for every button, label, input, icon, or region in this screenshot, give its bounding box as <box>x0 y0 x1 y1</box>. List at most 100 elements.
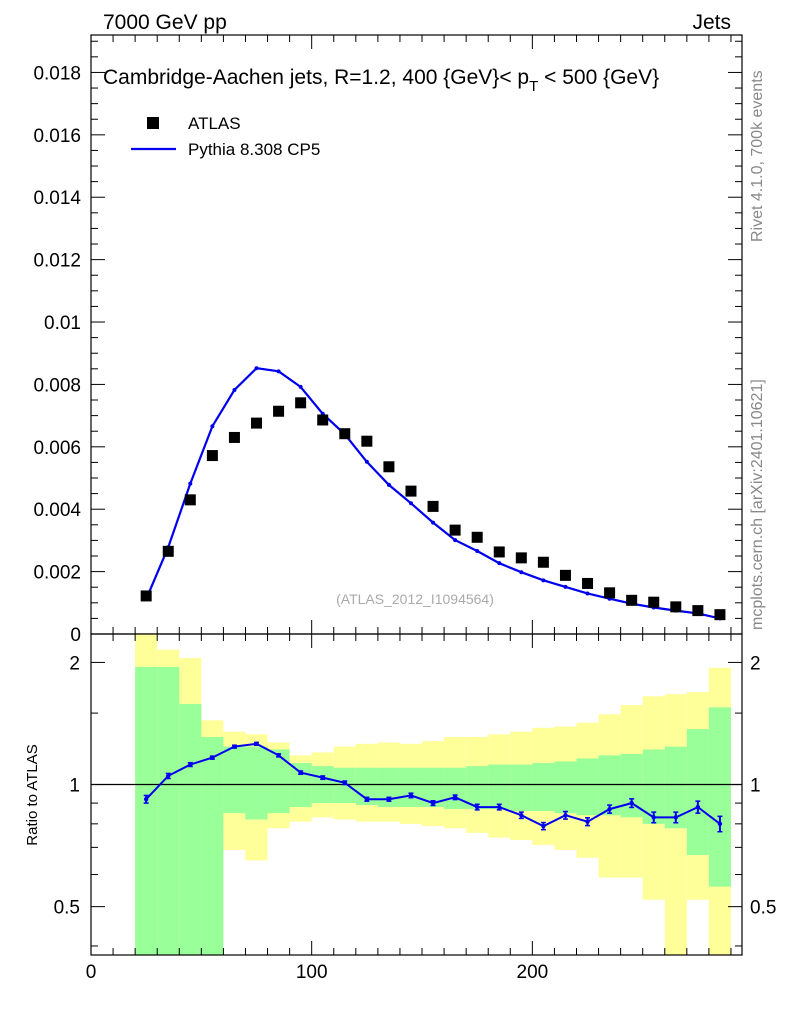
pythia-point <box>408 501 413 506</box>
ratio-y-tick-labels: 0.5 0.5 1 1 2 2 <box>54 653 777 918</box>
main-axis-ticks <box>90 35 742 635</box>
atlas-data-marker <box>317 414 329 426</box>
ratio-point <box>276 753 281 758</box>
main-y-tick-label: 0.002 <box>33 563 81 584</box>
atlas-data-marker <box>714 609 726 621</box>
ratio-inner-band-bin <box>422 767 445 808</box>
ratio-point <box>695 804 701 810</box>
atlas-data-marker <box>582 577 594 589</box>
pythia-point <box>232 388 237 393</box>
pythia-point <box>541 578 546 583</box>
ratio-point <box>386 797 392 802</box>
ratio-point <box>342 780 347 785</box>
atlas-data-marker <box>648 596 660 608</box>
atlas-data-marker <box>383 461 395 473</box>
ratio-inner-band-bin <box>554 761 577 814</box>
ratio-inner-band-bin <box>223 746 246 814</box>
ratio-point <box>673 815 678 820</box>
pythia-point <box>519 570 524 575</box>
ratio-inner-band-bin <box>598 755 621 816</box>
atlas-data-marker <box>140 590 152 602</box>
atlas-data-marker <box>162 545 174 557</box>
atlas-data-marker <box>295 397 307 409</box>
ratio-inner-band-bin <box>488 764 511 810</box>
pythia-point <box>364 459 369 464</box>
atlas-data-marker <box>626 594 638 606</box>
atlas-data-points <box>140 397 726 621</box>
title-subscript: T <box>529 78 538 95</box>
ratio-point <box>497 804 502 810</box>
pythia-point <box>188 481 193 486</box>
legend: ATLAS Pythia 8.308 CP5 <box>131 114 320 159</box>
header-right-label: Jets <box>692 11 731 34</box>
atlas-data-marker <box>515 552 527 564</box>
main-y-tick-label: 0.018 <box>33 63 81 84</box>
ratio-inner-band-bin <box>135 666 158 955</box>
ratio-point <box>452 795 458 800</box>
ratio-pythia-errors <box>143 741 723 833</box>
pythia-point <box>497 561 502 566</box>
main-y-tick-label: 0.004 <box>33 500 81 521</box>
pythia-point <box>254 366 259 371</box>
ratio-point <box>430 800 436 806</box>
ratio-inner-band-bin <box>179 703 202 955</box>
ratio-inner-band-bin <box>642 749 665 824</box>
pythia-point <box>475 549 480 554</box>
pythia-point <box>298 384 303 389</box>
ratio-inner-band-bin <box>201 736 224 955</box>
atlas-data-marker <box>339 428 351 440</box>
mcplots-source-label: mcplots.cern.ch [arXiv:2401.10621] <box>749 379 766 630</box>
title-suffix: < 500 {GeV} <box>538 66 659 89</box>
atlas-data-marker <box>537 556 549 568</box>
rivet-version-label: Rivet 4.1.0, 700k events <box>749 70 766 242</box>
ratio-y-tick-label: 2 <box>69 653 80 674</box>
ratio-inner-band-bin <box>664 746 687 829</box>
atlas-data-marker <box>361 435 373 447</box>
ratio-inner-band-bin <box>466 766 489 810</box>
main-y-tick-label: 0.008 <box>33 375 81 396</box>
main-y-tick-label: 0.01 <box>44 313 81 334</box>
pythia-points <box>144 366 722 621</box>
ratio-point <box>541 823 546 829</box>
pythia-point <box>431 520 436 525</box>
atlas-data-marker <box>471 531 483 543</box>
atlas-data-marker <box>493 546 505 558</box>
x-tick-label: 200 <box>517 962 549 983</box>
main-y-tick-label: 0.006 <box>33 438 81 459</box>
ratio-point <box>408 793 414 798</box>
atlas-data-marker <box>559 569 571 581</box>
ratio-point <box>364 797 370 802</box>
ratio-inner-band-bin <box>708 707 731 887</box>
atlas-data-marker <box>449 524 461 536</box>
x-tick-label: 100 <box>296 962 328 983</box>
ratio-y-axis-label: Ratio to ATLAS <box>24 744 41 845</box>
atlas-data-marker <box>604 587 616 599</box>
atlas-data-marker <box>405 485 417 497</box>
ratio-inner-band-bin <box>576 758 599 816</box>
analysis-watermark: (ATLAS_2012_I1094564) <box>336 591 494 607</box>
ratio-y-tick-label-right: 1 <box>750 776 761 797</box>
pythia-curve <box>145 367 721 620</box>
ratio-inner-band-bin <box>377 767 400 808</box>
ratio-y-tick-label-right: 2 <box>750 653 761 674</box>
main-y-tick-label: 0.012 <box>33 251 81 272</box>
ratio-axis-ticks <box>90 634 742 955</box>
pythia-point <box>386 482 391 487</box>
atlas-data-marker <box>206 450 218 462</box>
ratio-point <box>143 797 149 802</box>
ratio-inner-band-bin <box>686 729 709 856</box>
atlas-data-marker <box>670 601 682 613</box>
main-panel: 0 0.002 0.004 0.006 0.008 0.01 0.012 0.014 0.016… <box>33 34 743 646</box>
ratio-point <box>210 755 215 760</box>
main-y-tick-label: 0 <box>70 625 81 646</box>
ratio-point <box>166 773 171 779</box>
ratio-point <box>188 762 193 767</box>
pythia-point <box>453 538 458 543</box>
ratio-point <box>298 770 303 775</box>
atlas-data-marker <box>692 605 704 617</box>
ratio-point <box>651 815 656 820</box>
ratio-inner-band-bin <box>245 746 268 820</box>
atlas-data-marker <box>273 405 285 417</box>
ratio-inner-band-bin <box>532 762 555 812</box>
